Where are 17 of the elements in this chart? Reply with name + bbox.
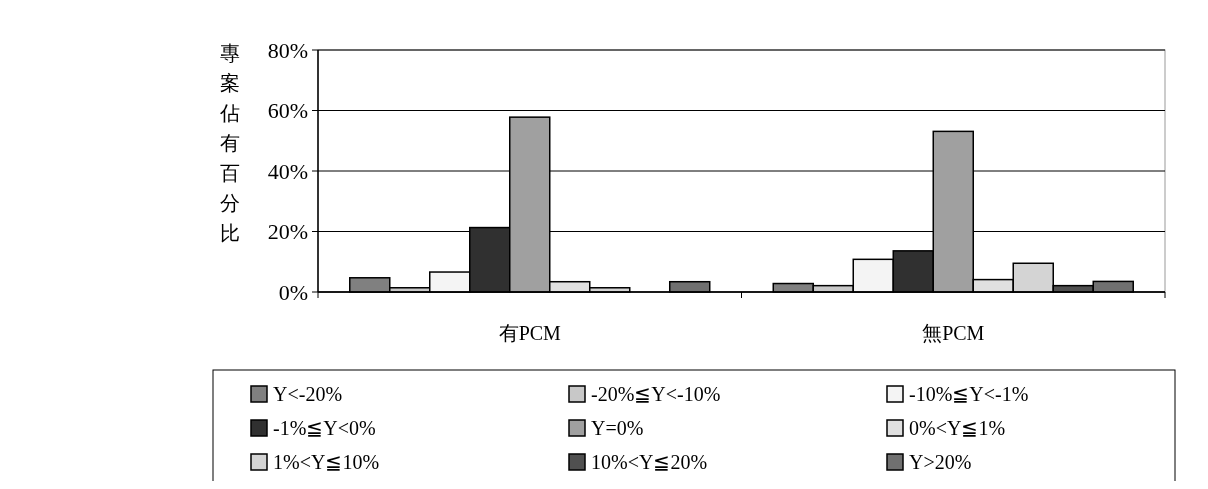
legend-label: 0%<Y≦1%	[909, 417, 1006, 439]
x-tick-label: 有PCM	[498, 322, 562, 344]
y-tick-label: 20%	[267, 219, 308, 245]
legend-label: -10%≦Y<-1%	[909, 383, 1029, 405]
legend-label: Y>20%	[909, 451, 972, 473]
y-axis-title: 專案佔有百分比	[219, 42, 240, 244]
y-tick-label: 60%	[267, 98, 308, 124]
y-tick-label: 80%	[267, 37, 308, 63]
legend-label: 1%<Y≦10%	[273, 451, 380, 473]
y-tick-label: 0%	[278, 279, 308, 305]
legend-label: -1%≦Y<0%	[273, 417, 376, 439]
legend-label: -20%≦Y<-10%	[591, 383, 721, 405]
legend-label: Y<-20%	[273, 383, 343, 405]
y-tick-label: 40%	[267, 158, 308, 184]
legend-label: 10%<Y≦20%	[591, 451, 708, 473]
legend-label: Y=0%	[591, 417, 644, 439]
x-tick-label: 無PCM	[922, 322, 985, 344]
